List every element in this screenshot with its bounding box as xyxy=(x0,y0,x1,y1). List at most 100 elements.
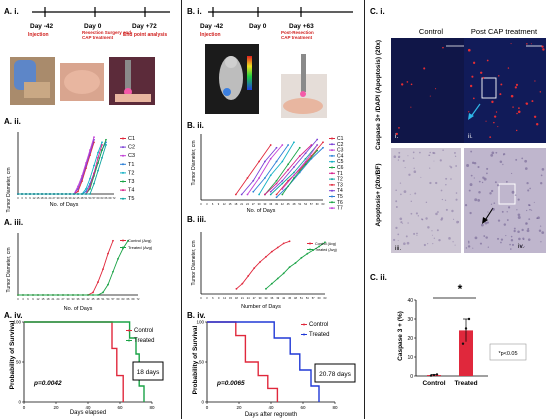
treated-bf-texture xyxy=(464,150,545,250)
texture-dot xyxy=(457,221,460,223)
data-point-Control (Avg) xyxy=(241,282,244,285)
bar-significance: * xyxy=(458,282,463,296)
legend-marker xyxy=(331,143,333,146)
texture-dot xyxy=(466,163,470,167)
texture-dot xyxy=(507,206,511,209)
legend-label: T1 xyxy=(337,171,343,177)
data-point-C3 xyxy=(93,136,95,139)
texture-dot xyxy=(485,236,488,239)
legend-label: C3 xyxy=(128,153,135,159)
legend-marker xyxy=(122,189,124,192)
x-tick-label: 0 xyxy=(17,297,19,301)
panel-c: C. i. Control Post CAP treatment Caspase… xyxy=(370,7,546,387)
texture-dot xyxy=(455,192,458,194)
data-point-Treated (Avg) xyxy=(57,294,59,296)
texture-dot xyxy=(474,198,478,202)
data-point-Treated (Avg) xyxy=(52,294,54,296)
texture-dot xyxy=(527,227,530,230)
texture-dot xyxy=(472,61,476,64)
texture-dot xyxy=(400,193,402,196)
texture-dot xyxy=(536,217,538,219)
data-point-C2 xyxy=(275,146,278,149)
data-point-T5 xyxy=(93,182,95,185)
data-point-Control (Avg) xyxy=(270,250,273,253)
b-iii-xlabel: Number of Days xyxy=(241,304,281,310)
texture-dot xyxy=(515,158,518,161)
data-point-Treated (Avg) xyxy=(107,283,109,286)
data-point-C4 xyxy=(275,160,278,163)
texture-dot xyxy=(455,165,458,167)
texture-dot xyxy=(420,176,422,178)
chart-a-ii: 0 3 6 9 12 15 18 21 24 27 30 33 36 39 42 45 48 51 54 57 60 63… xyxy=(17,132,116,200)
data-point-T6 xyxy=(293,177,295,179)
data-point-T2 xyxy=(293,171,295,174)
series-line-C5 xyxy=(258,142,295,195)
a-iv-ylabel: Probability of Survival xyxy=(9,320,16,389)
texture-dot xyxy=(531,100,534,103)
data-point-Treated (Avg) xyxy=(17,294,19,296)
data-point-T7 xyxy=(304,160,307,163)
x-tick-label: 3 xyxy=(206,202,208,206)
legend-label: Control xyxy=(309,322,328,328)
x-tick-label: 0 xyxy=(200,202,202,206)
category-label: Control xyxy=(422,380,445,387)
series-line-C1 xyxy=(18,142,95,195)
x-tick-label: 18 xyxy=(47,297,50,301)
texture-dot xyxy=(436,229,439,232)
legend-label: Control (Avg) xyxy=(315,242,336,246)
legend-marker xyxy=(122,246,124,249)
texture-dot xyxy=(442,46,444,49)
texture-dot xyxy=(533,115,537,118)
texture-dot xyxy=(507,67,510,69)
data-point-T2 xyxy=(93,164,95,167)
legend-b-iii: Control (Avg) Treated (Avg) xyxy=(307,242,337,252)
timeline-a-caption-2-wrap: Resection Surgery and CAP treatment xyxy=(82,30,131,40)
x-tick-label: 9 xyxy=(32,297,34,301)
b-ii-xlabel: No. of Days xyxy=(247,208,276,214)
x-tick-label: 21 xyxy=(52,297,55,301)
texture-dot xyxy=(473,177,475,179)
b-ii-ylabel: Tumor Diameter, cm xyxy=(191,140,197,185)
b-iv-days-box xyxy=(314,363,356,383)
texture-dot xyxy=(514,86,517,89)
x-tick-label: 24 xyxy=(57,297,60,301)
texture-dot xyxy=(493,115,497,118)
x-tick-label: 0 xyxy=(23,405,26,410)
texture-dot xyxy=(517,213,521,217)
series-line-Treated xyxy=(207,321,320,402)
texture-dot xyxy=(433,152,436,155)
texture-dot xyxy=(500,238,504,241)
data-point-T4 xyxy=(93,172,95,175)
texture-dot xyxy=(539,225,542,227)
texture-dot xyxy=(493,121,495,124)
x-tick-label: 3 xyxy=(21,196,23,200)
bar-Treated xyxy=(459,330,473,376)
texture-dot xyxy=(497,126,499,128)
series-line-Control xyxy=(207,321,279,402)
texture-dot xyxy=(407,155,409,157)
texture-dot xyxy=(441,198,444,201)
data-point-T2 xyxy=(101,141,103,144)
texture-dot xyxy=(478,191,481,194)
texture-dot xyxy=(542,48,545,51)
x-tick-label: 24 xyxy=(247,296,250,300)
data-point-Treated (Avg) xyxy=(87,294,89,296)
series-line-C2 xyxy=(18,139,95,195)
texture-dot xyxy=(445,177,448,180)
data-point-T7 xyxy=(293,174,295,177)
timeline-a-caption-1: Injection xyxy=(28,32,49,38)
series-line-T7 xyxy=(281,144,318,190)
texture-dot xyxy=(435,88,437,90)
x-tick-label: 42 xyxy=(87,297,90,301)
texture-dot xyxy=(400,221,403,224)
x-tick-label: 48 xyxy=(293,202,296,206)
b-iii-ylabel: Tumor Diameter, cm xyxy=(191,240,197,285)
b-iv-xlabel: Days after regrowth xyxy=(245,412,297,418)
data-point-T5 xyxy=(17,193,19,195)
chart-a-iv: 0 20 40 60 80 0 50 100 xyxy=(13,320,155,411)
x-tick-label: 27 xyxy=(252,202,255,206)
data-point-Treated (Avg) xyxy=(22,294,24,296)
data-point-Treated (Avg) xyxy=(288,266,291,269)
legend-label: C2 xyxy=(128,145,135,151)
legend-marker xyxy=(309,248,311,251)
